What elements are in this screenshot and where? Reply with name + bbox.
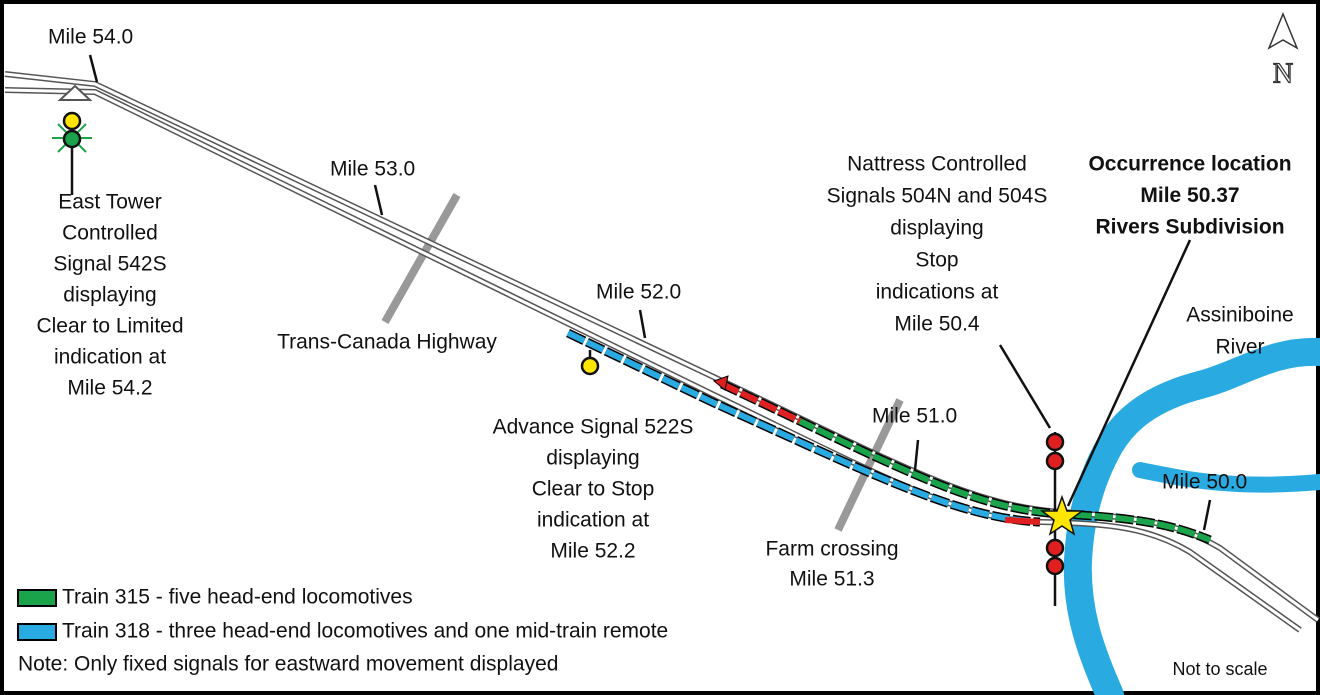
label-occurrence: Occurrence location bbox=[1088, 153, 1291, 176]
mile-marker: Mile 51.0 bbox=[872, 405, 957, 428]
highway bbox=[381, 193, 461, 324]
farm-crossing bbox=[834, 398, 904, 532]
note: Note: Only fixed signals for eastward mo… bbox=[18, 653, 558, 676]
north-label: N bbox=[1273, 58, 1293, 89]
label-nattress: Signals 504N and 504S bbox=[827, 185, 1048, 208]
label-east-tower: Clear to Limited bbox=[36, 315, 183, 338]
label-east-tower: indication at bbox=[54, 346, 166, 369]
label-occurrence: Mile 50.37 bbox=[1140, 184, 1239, 207]
mile-marker: Mile 53.0 bbox=[330, 158, 415, 181]
label-farm-crossing: Mile 51.3 bbox=[789, 568, 874, 591]
label-advance-signal: Advance Signal 522S bbox=[493, 416, 694, 439]
scale-note: Not to scale bbox=[1172, 659, 1267, 679]
mile-marker: Mile 50.0 bbox=[1162, 471, 1247, 494]
label-east-tower: Signal 542S bbox=[53, 253, 166, 276]
north-arrow: N bbox=[1267, 12, 1299, 90]
mile-marker: Mile 52.0 bbox=[596, 281, 681, 304]
legend-label: Train 318 - three head-end locomotives a… bbox=[62, 620, 668, 643]
legend-swatch bbox=[17, 623, 57, 641]
river bbox=[1063, 337, 1320, 695]
label-highway: Trans-Canada Highway bbox=[277, 331, 497, 354]
label-nattress: Stop bbox=[915, 249, 958, 272]
mile-marker: Mile 54.0 bbox=[48, 26, 133, 49]
label-farm-crossing: Farm crossing bbox=[765, 538, 898, 561]
label-east-tower: Mile 54.2 bbox=[67, 377, 152, 400]
label-nattress: Mile 50.4 bbox=[894, 313, 980, 336]
label-advance-signal: Clear to Stop bbox=[532, 478, 655, 501]
label-advance-signal: indication at bbox=[537, 509, 649, 532]
label-nattress: Nattress Controlled bbox=[847, 153, 1027, 176]
label-river: River bbox=[1215, 336, 1264, 359]
label-east-tower: displaying bbox=[63, 284, 156, 307]
legend-swatch bbox=[17, 589, 57, 607]
signals bbox=[52, 111, 1085, 606]
trains bbox=[566, 328, 1212, 545]
label-advance-signal: displaying bbox=[546, 447, 639, 470]
label-occurrence: Rivers Subdivision bbox=[1095, 216, 1284, 239]
label-river: Assiniboine bbox=[1186, 304, 1293, 327]
label-nattress: displaying bbox=[890, 217, 983, 240]
leader-lines bbox=[88, 54, 1212, 531]
label-east-tower: Controlled bbox=[62, 222, 158, 245]
legend-label: Train 315 - five head-end locomotives bbox=[62, 586, 413, 609]
label-advance-signal: Mile 52.2 bbox=[550, 540, 635, 563]
label-east-tower: East Tower bbox=[58, 191, 162, 214]
label-nattress: indications at bbox=[876, 281, 999, 304]
